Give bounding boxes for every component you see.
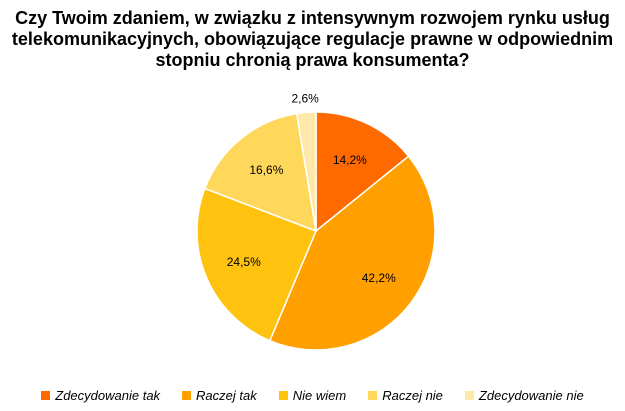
legend-label-5: Zdecydowanie nie [478,388,584,403]
legend-swatch-4 [368,391,378,400]
legend-swatch-3 [278,391,288,400]
chart-title: Czy Twoim zdaniem, w związku z intensywn… [0,8,625,71]
data-label-4: 16,6% [249,163,283,177]
chart-title-line-1: Czy Twoim zdaniem, w związku z intensywn… [15,8,610,28]
legend-label-3: Nie wiem [292,388,347,403]
pie-chart: 14,2% 42,2% 24,5% 16,6% 2,6% [196,91,436,351]
pie-slice-4 [203,112,317,233]
data-label-5: 2,6% [291,91,319,105]
legend-item-1: Zdecydowanie tak [41,388,160,403]
legend-item-2: Raczej tak [182,388,257,403]
legend-item-3: Nie wiem [278,388,347,403]
chart-title-line-2: telekomunikacyjnych, obowiązujące regula… [11,29,614,49]
legend-label-4: Raczej nie [382,388,443,403]
chart-title-line-3: stopniu chronią prawa konsumenta? [155,50,470,70]
legend: Zdecydowanie tak Raczej tak Nie wiem Raczej… [0,388,625,403]
pie-slice-2 [268,155,436,351]
legend-item-5: Zdecydowanie nie [464,388,584,403]
data-label-2: 42,2% [362,271,396,285]
legend-swatch-1 [41,391,51,400]
legend-item-4: Raczej nie [368,388,443,403]
legend-label-2: Raczej tak [196,388,257,403]
pie-slice-3 [196,187,317,342]
data-label-1: 14,2% [333,153,367,167]
legend-label-1: Zdecydowanie tak [55,388,161,403]
legend-swatch-5 [464,391,474,400]
pie-slice-1 [315,111,410,233]
pie-slice-5 [295,111,317,232]
data-label-3: 24,5% [227,255,261,269]
legend-swatch-2 [182,391,192,400]
